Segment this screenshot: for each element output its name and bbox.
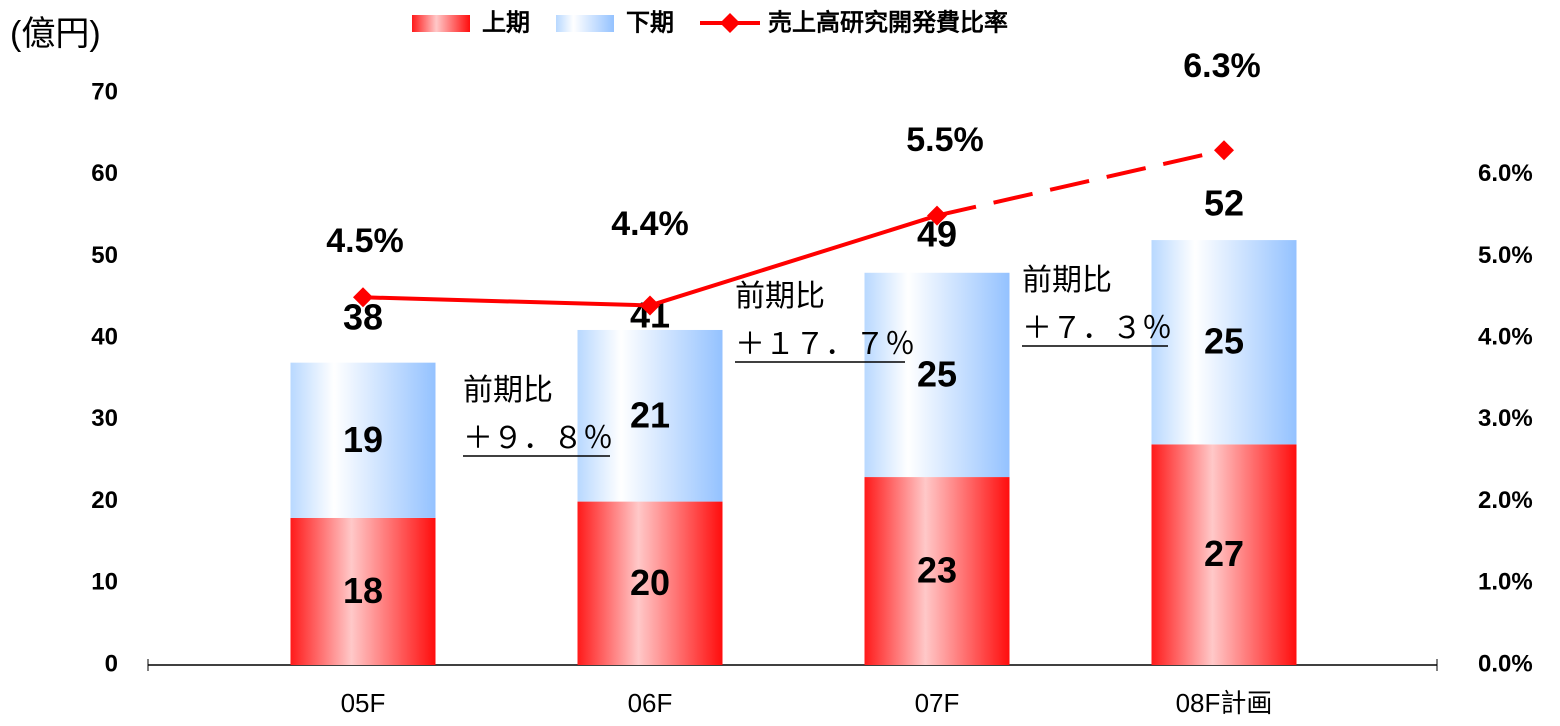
y2-tick-label: 4.0% bbox=[1478, 323, 1533, 350]
line-label: 4.5% bbox=[326, 222, 404, 260]
annotation: 前期比 bbox=[1022, 264, 1112, 297]
annotation: 前期比 bbox=[463, 374, 553, 407]
x-tick-label: 06F bbox=[628, 688, 673, 718]
segment-label: 21 bbox=[630, 394, 670, 435]
total-label: 52 bbox=[1204, 183, 1244, 224]
line-marker bbox=[353, 287, 373, 308]
bar-segment bbox=[290, 362, 436, 518]
line-marker bbox=[927, 205, 947, 226]
y-tick-label: 0 bbox=[105, 650, 118, 677]
y2-tick-label: 5.0% bbox=[1478, 242, 1533, 269]
y2-tick-label: 1.0% bbox=[1478, 569, 1533, 596]
legend-swatch bbox=[412, 15, 470, 32]
segment-label: 25 bbox=[1204, 321, 1244, 362]
y2-tick-label: 0.0% bbox=[1478, 650, 1533, 677]
bar-segment bbox=[1151, 444, 1297, 665]
annotation: ＋９．８％ bbox=[463, 422, 613, 455]
legend-label: 売上高研究開発費比率 bbox=[768, 8, 1008, 36]
y-tick-label: 60 bbox=[91, 160, 118, 187]
y2-tick-label: 3.0% bbox=[1478, 405, 1533, 432]
segment-label: 27 bbox=[1204, 533, 1244, 574]
bar-segment bbox=[1151, 240, 1297, 445]
legend-label: 上期 bbox=[482, 9, 530, 36]
y-tick-label: 20 bbox=[91, 487, 118, 514]
x-tick-label: 08F計画 bbox=[1176, 688, 1273, 718]
annotation: ＋７．３％ bbox=[1022, 312, 1172, 345]
legend-label: 下期 bbox=[626, 9, 674, 36]
line-label: 6.3% bbox=[1183, 47, 1261, 85]
y-tick-label: 50 bbox=[91, 242, 118, 269]
segment-label: 18 bbox=[343, 570, 383, 611]
annotation: ＋１７．７％ bbox=[735, 328, 915, 361]
y-tick-label: 10 bbox=[91, 569, 118, 596]
legend-swatch bbox=[556, 15, 614, 32]
annotation: 前期比 bbox=[735, 280, 825, 313]
y-tick-label: 40 bbox=[91, 323, 118, 350]
y2-tick-label: 2.0% bbox=[1478, 487, 1533, 514]
x-tick-label: 05F bbox=[341, 688, 386, 718]
x-tick-label: 07F bbox=[915, 688, 960, 718]
line-label: 4.4% bbox=[611, 205, 689, 243]
line-marker bbox=[640, 295, 660, 316]
y-tick-label: 70 bbox=[91, 78, 118, 105]
y-axis-label: (億円) bbox=[10, 15, 101, 53]
y-tick-label: 30 bbox=[91, 405, 118, 432]
bar-segment bbox=[290, 517, 436, 665]
segment-label: 23 bbox=[917, 550, 957, 591]
segment-label: 20 bbox=[630, 562, 670, 603]
bar-segment bbox=[864, 272, 1010, 478]
segment-label: 19 bbox=[343, 419, 383, 460]
legend-marker bbox=[720, 13, 740, 33]
line bbox=[936, 148, 1225, 218]
y2-tick-label: 6.0% bbox=[1478, 160, 1533, 187]
line-marker bbox=[1214, 140, 1234, 161]
line-label: 5.5% bbox=[906, 121, 984, 159]
bar-segment bbox=[864, 477, 1010, 665]
segment-label: 25 bbox=[917, 353, 957, 394]
bar-segment bbox=[577, 501, 723, 665]
bar-segment bbox=[577, 329, 723, 502]
